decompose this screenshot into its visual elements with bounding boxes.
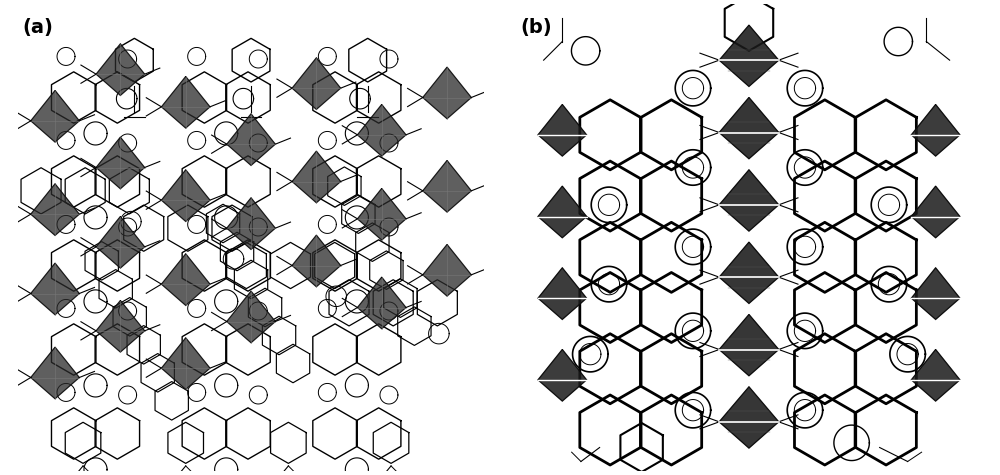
Polygon shape [357,277,406,329]
Polygon shape [719,170,779,231]
Polygon shape [911,186,960,238]
Polygon shape [31,184,79,236]
Polygon shape [96,137,145,189]
Polygon shape [911,268,960,319]
Polygon shape [538,186,587,238]
Polygon shape [538,350,587,401]
Polygon shape [538,104,587,156]
Polygon shape [96,217,145,268]
Polygon shape [538,268,587,319]
Polygon shape [423,161,471,212]
Polygon shape [292,58,341,109]
Polygon shape [161,338,210,389]
Polygon shape [31,347,79,399]
Polygon shape [357,104,406,156]
Polygon shape [31,263,79,315]
Polygon shape [161,254,210,305]
Polygon shape [911,350,960,401]
Polygon shape [719,97,779,159]
Polygon shape [719,314,779,376]
Text: (a): (a) [22,18,53,37]
Polygon shape [161,76,210,128]
Polygon shape [31,91,79,142]
Polygon shape [357,189,406,240]
Polygon shape [227,114,275,165]
Text: (b): (b) [520,18,552,37]
Polygon shape [161,170,210,221]
Polygon shape [719,242,779,304]
Polygon shape [96,44,145,95]
Polygon shape [292,235,341,287]
Polygon shape [719,25,779,86]
Polygon shape [227,291,275,343]
Polygon shape [423,245,471,296]
Polygon shape [292,151,341,203]
Polygon shape [911,104,960,156]
Polygon shape [227,198,275,249]
Polygon shape [423,67,471,119]
Polygon shape [719,387,779,448]
Polygon shape [96,301,145,352]
